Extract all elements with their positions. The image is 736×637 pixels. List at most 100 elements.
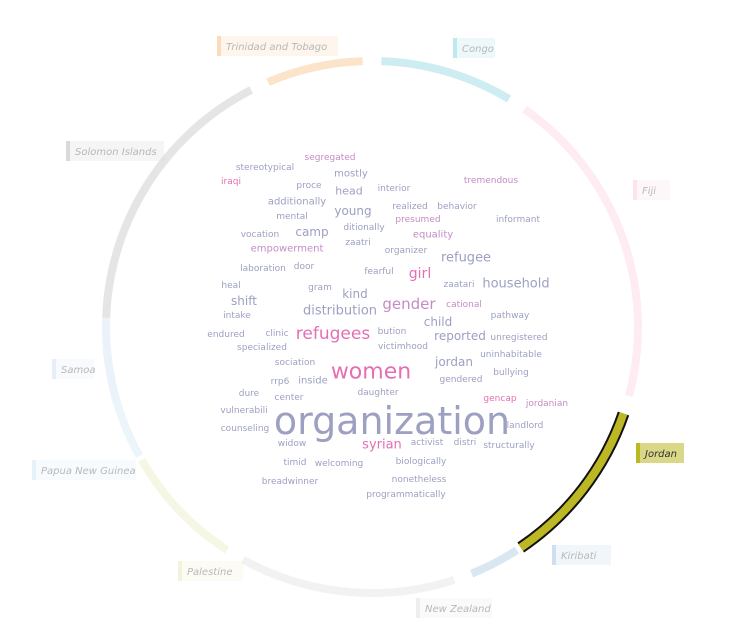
word-gram[interactable]: gram: [308, 283, 332, 293]
word-zaatari[interactable]: zaatari: [444, 280, 475, 290]
word-reported[interactable]: reported: [434, 329, 486, 343]
arc-kiribati[interactable]: [470, 546, 520, 578]
word-girl[interactable]: girl: [409, 266, 431, 282]
word-programmatically[interactable]: programmatically: [366, 490, 446, 500]
label-color-bar: [636, 443, 640, 463]
word-victimhood[interactable]: victimhood: [378, 342, 428, 352]
word-vocation[interactable]: vocation: [241, 230, 280, 240]
arc-papua-new-guinea[interactable]: [112, 399, 143, 458]
word-vulnerabili[interactable]: vulnerabili: [220, 406, 267, 416]
label-solomon-islands[interactable]: Solomon Islands: [66, 141, 164, 161]
word-breadwinner[interactable]: breadwinner: [262, 477, 319, 487]
word-tremendous[interactable]: tremendous: [464, 176, 519, 186]
word-head[interactable]: head: [335, 185, 362, 198]
word-laboration[interactable]: laboration: [240, 264, 286, 274]
word-ditionally[interactable]: ditionally: [343, 223, 385, 233]
word-widow[interactable]: widow: [278, 439, 306, 449]
word-household[interactable]: household: [482, 277, 549, 292]
word-behavior[interactable]: behavior: [437, 202, 477, 212]
word-rrp6[interactable]: rrp6: [271, 377, 290, 387]
word-intake[interactable]: intake: [223, 311, 251, 321]
word-refugees[interactable]: refugees: [296, 324, 371, 344]
word-bullying[interactable]: bullying: [493, 368, 529, 378]
word-distribution[interactable]: distribution: [303, 304, 377, 319]
word-inside[interactable]: inside: [298, 376, 328, 387]
word-iraqi[interactable]: iraqi: [221, 177, 241, 187]
word-segregated[interactable]: segregated: [305, 153, 356, 163]
word-refugee[interactable]: refugee: [441, 251, 491, 266]
word-biologically[interactable]: biologically: [396, 457, 447, 467]
word-shift[interactable]: shift: [231, 294, 257, 308]
word-women[interactable]: women: [331, 360, 411, 385]
word-timid[interactable]: timid: [283, 458, 306, 468]
label-papua-new-guinea[interactable]: Papua New Guinea: [32, 460, 136, 480]
word-sociation[interactable]: sociation: [275, 358, 315, 368]
word-zaatri[interactable]: zaatri: [345, 238, 370, 248]
word-heal[interactable]: heal: [221, 281, 240, 291]
word-distri[interactable]: distri: [454, 438, 477, 448]
word-bution[interactable]: bution: [378, 327, 407, 337]
label-text: Trinidad and Tobago: [226, 42, 327, 53]
word-specialized[interactable]: specialized: [237, 343, 287, 353]
country-arcs: [102, 57, 642, 597]
word-additionally[interactable]: additionally: [268, 197, 326, 208]
arc-trinidad-and-tobago[interactable]: [266, 57, 363, 86]
arc-solomon-islands[interactable]: [102, 86, 254, 318]
word-uninhabitable[interactable]: uninhabitable: [480, 350, 542, 360]
word-organizer[interactable]: organizer: [385, 246, 428, 256]
word-welcoming[interactable]: welcoming: [315, 459, 364, 469]
word-center[interactable]: center: [275, 393, 304, 403]
label-congo[interactable]: Congo: [453, 38, 495, 58]
word-jordan[interactable]: jordan: [434, 355, 473, 369]
word-camp[interactable]: camp: [295, 225, 328, 239]
word-kind[interactable]: kind: [342, 287, 368, 301]
word-clinic[interactable]: clinic: [265, 329, 288, 339]
arc-samoa[interactable]: [102, 317, 121, 402]
word-landlord[interactable]: landlord: [507, 421, 544, 431]
word-mental[interactable]: mental: [276, 212, 308, 222]
word-realized[interactable]: realized: [392, 202, 428, 212]
word-presumed[interactable]: presumed: [395, 215, 440, 225]
arc-fiji[interactable]: [522, 105, 642, 397]
word-interior[interactable]: interior: [378, 184, 411, 194]
word-gencap[interactable]: gencap: [483, 394, 516, 404]
label-samoa[interactable]: Samoa: [52, 359, 95, 379]
word-young[interactable]: young: [334, 204, 371, 218]
word-structurally[interactable]: structurally: [483, 441, 535, 451]
word-proce[interactable]: proce: [296, 181, 322, 191]
label-fiji[interactable]: Fiji: [633, 180, 670, 200]
label-new-zealand[interactable]: New Zealand: [416, 598, 492, 618]
word-door[interactable]: door: [294, 262, 315, 272]
word-gendered[interactable]: gendered: [440, 375, 483, 385]
word-activist[interactable]: activist: [411, 438, 444, 448]
word-jordanian[interactable]: jordanian: [525, 399, 568, 409]
word-daughter[interactable]: daughter: [357, 388, 398, 398]
word-stereotypical[interactable]: stereotypical: [236, 163, 294, 173]
label-background: [217, 36, 338, 56]
word-unregistered[interactable]: unregistered: [490, 333, 547, 343]
word-cational[interactable]: cational: [446, 300, 482, 310]
word-endured[interactable]: endured: [207, 330, 244, 340]
label-palestine[interactable]: Palestine: [178, 561, 243, 581]
word-fearful[interactable]: fearful: [364, 267, 393, 277]
word-pathway[interactable]: pathway: [491, 311, 530, 321]
word-empowerment[interactable]: empowerment: [251, 244, 324, 255]
word-equality[interactable]: equality: [413, 230, 453, 241]
arc-jordan[interactable]: [518, 412, 628, 551]
word-gender[interactable]: gender: [382, 295, 436, 313]
word-organization[interactable]: organization: [274, 399, 510, 443]
word-informant[interactable]: informant: [496, 215, 540, 225]
label-color-bar: [453, 38, 457, 58]
label-kiribati[interactable]: Kiribati: [552, 545, 611, 565]
word-mostly[interactable]: mostly: [334, 169, 368, 180]
word-dure[interactable]: dure: [239, 389, 260, 399]
word-child[interactable]: child: [424, 315, 453, 329]
label-jordan[interactable]: Jordan: [636, 443, 684, 463]
arc-new-zealand[interactable]: [241, 556, 456, 597]
word-syrian[interactable]: syrian: [362, 438, 402, 453]
arc-congo[interactable]: [381, 57, 512, 103]
word-counseling[interactable]: counseling: [221, 424, 270, 434]
label-trinidad-and-tobago[interactable]: Trinidad and Tobago: [217, 36, 338, 56]
arc-palestine[interactable]: [138, 457, 230, 554]
word-nonetheless[interactable]: nonetheless: [392, 475, 447, 485]
